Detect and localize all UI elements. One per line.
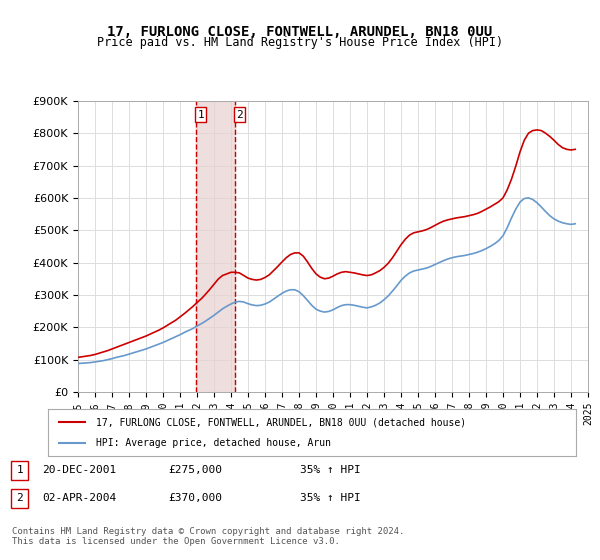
Text: 2: 2 xyxy=(236,110,243,119)
Text: HPI: Average price, detached house, Arun: HPI: Average price, detached house, Arun xyxy=(95,438,331,448)
Text: Price paid vs. HM Land Registry's House Price Index (HPI): Price paid vs. HM Land Registry's House … xyxy=(97,36,503,49)
Text: 17, FURLONG CLOSE, FONTWELL, ARUNDEL, BN18 0UU: 17, FURLONG CLOSE, FONTWELL, ARUNDEL, BN… xyxy=(107,25,493,39)
Text: 2: 2 xyxy=(16,493,23,503)
Bar xyxy=(196,101,235,392)
Text: 1: 1 xyxy=(197,110,204,119)
Text: £275,000: £275,000 xyxy=(168,465,222,475)
Text: 35% ↑ HPI: 35% ↑ HPI xyxy=(300,465,361,475)
Text: 1: 1 xyxy=(16,465,23,475)
Text: 02-APR-2004: 02-APR-2004 xyxy=(42,493,116,503)
Text: 35% ↑ HPI: 35% ↑ HPI xyxy=(300,493,361,503)
Text: £370,000: £370,000 xyxy=(168,493,222,503)
Text: 17, FURLONG CLOSE, FONTWELL, ARUNDEL, BN18 0UU (detached house): 17, FURLONG CLOSE, FONTWELL, ARUNDEL, BN… xyxy=(95,417,466,427)
Text: Contains HM Land Registry data © Crown copyright and database right 2024.
This d: Contains HM Land Registry data © Crown c… xyxy=(12,526,404,546)
Text: 20-DEC-2001: 20-DEC-2001 xyxy=(42,465,116,475)
